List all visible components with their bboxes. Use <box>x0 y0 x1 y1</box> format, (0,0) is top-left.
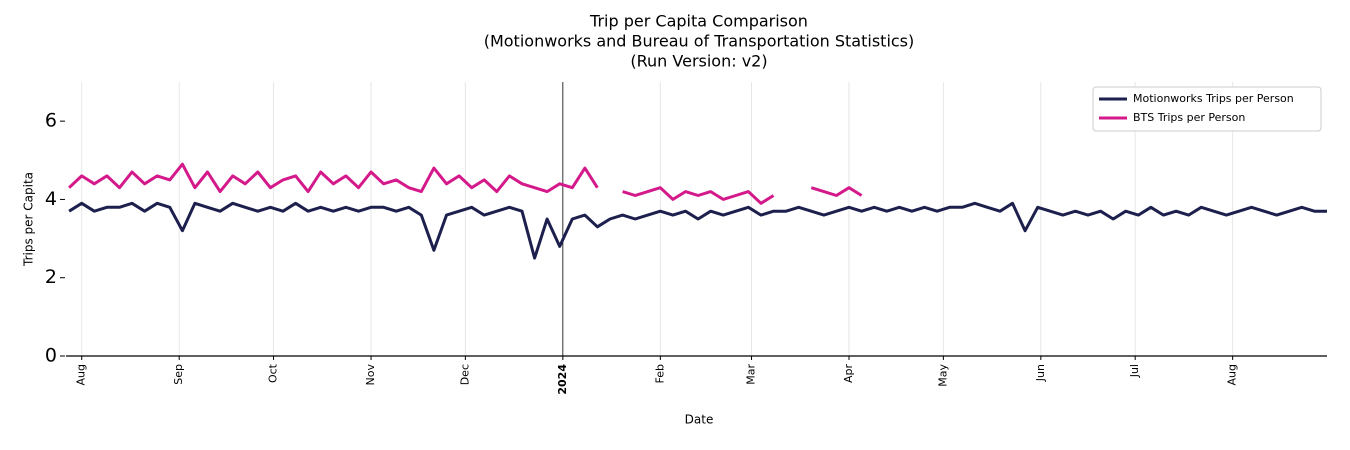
y-tick-label: 6 <box>45 110 57 132</box>
x-tick-label: May <box>936 364 949 387</box>
x-tick-label: Jul <box>1128 364 1141 378</box>
legend-box <box>1092 86 1322 132</box>
x-tick-label: Feb <box>653 364 666 383</box>
y-tick-label: 4 <box>45 188 57 210</box>
x-tick-label: Aug <box>75 364 88 385</box>
y-tick-label: 2 <box>45 266 57 288</box>
chart-title: Trip per Capita Comparison <box>589 12 808 31</box>
y-tick-label: 0 <box>45 345 57 367</box>
legend-label: BTS Trips per Person <box>1133 111 1245 124</box>
x-tick-label: Mar <box>745 364 758 385</box>
x-tick-label: Jun <box>1034 364 1047 382</box>
x-tick-label: Sep <box>172 364 185 385</box>
x-tick-label: Aug <box>1226 364 1239 385</box>
y-axis-label: Trips per Capita <box>22 172 36 267</box>
legend-label: Motionworks Trips per Person <box>1133 92 1294 105</box>
x-axis-label: Date <box>685 413 714 427</box>
x-tick-label: Nov <box>364 364 377 386</box>
x-tick-label: Dec <box>458 364 471 385</box>
chart-subtitle: (Run Version: v2) <box>630 52 767 71</box>
series-line <box>622 186 775 205</box>
series-line <box>68 162 599 194</box>
x-tick-label: 2024 <box>556 364 569 395</box>
series-line <box>810 186 863 197</box>
chart-subtitle: (Motionworks and Bureau of Transportatio… <box>484 32 915 51</box>
legend: Motionworks Trips per Person BTS Trips pe… <box>1092 86 1322 132</box>
x-tick-label: Oct <box>267 363 280 383</box>
x-tick-label: Apr <box>842 364 855 384</box>
series-line <box>68 201 1327 260</box>
